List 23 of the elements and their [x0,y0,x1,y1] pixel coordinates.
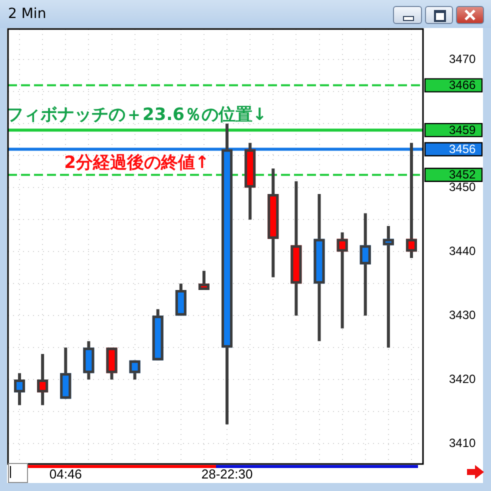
candlestick [14,373,26,406]
annotation: 2分経過後の終値↑ [64,153,210,174]
candlestick [336,232,348,328]
candlestick [382,226,394,348]
y-tick-label: 3420 [449,372,476,386]
candlestick [360,213,371,316]
chart-title: 2 Min [8,6,46,22]
ref-line-label: 3452 [449,168,476,182]
x-tick-label: 28-22:30 [201,466,253,482]
annotation: フィボナッチの＋23.6％の位置↓ [6,104,267,125]
y-tick-label: 3440 [449,244,476,258]
y-tick-label: 3450 [449,180,476,194]
candlestick [129,360,140,380]
x-tick-label: 04:46 [49,466,82,482]
ref-line-label: 3459 [449,122,476,137]
candlestick [37,354,48,406]
y-tick-label: 3470 [449,52,476,66]
ref-line-label: 3456 [449,142,476,156]
y-tick-label: 3430 [449,308,476,322]
candlestick [406,142,417,258]
ref-line-label: 3466 [449,78,476,92]
candlestick [198,270,210,290]
y-tick-label: 3410 [449,436,476,450]
